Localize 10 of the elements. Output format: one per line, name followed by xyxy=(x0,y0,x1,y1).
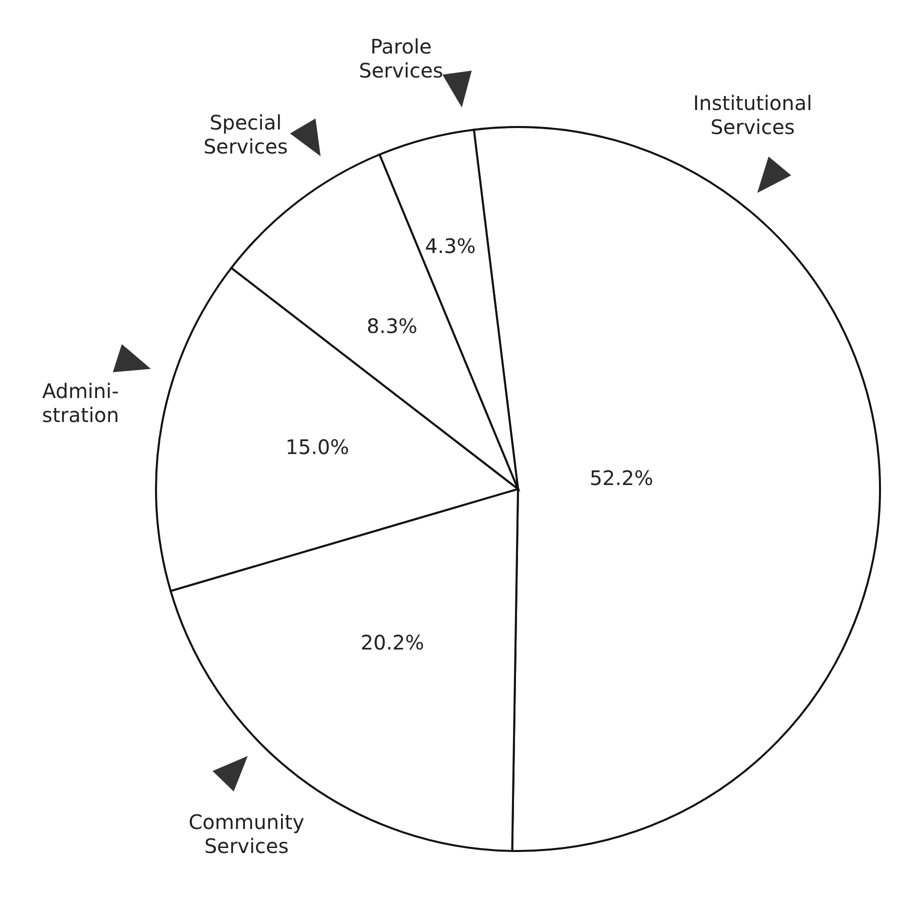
slice-label: Community Services xyxy=(188,810,305,858)
slice-label: Admini- stration xyxy=(42,378,120,427)
data-label: 15.0% xyxy=(286,435,350,460)
slice-label: Institutional Services xyxy=(693,90,812,139)
data-label: 8.3% xyxy=(366,314,418,338)
data-label: 4.3% xyxy=(424,234,476,258)
slice-label: Special Services xyxy=(203,110,288,159)
slice-label: Parole Services xyxy=(358,34,444,82)
data-label: 52.2% xyxy=(590,466,654,490)
data-label: 20.2% xyxy=(360,630,424,654)
